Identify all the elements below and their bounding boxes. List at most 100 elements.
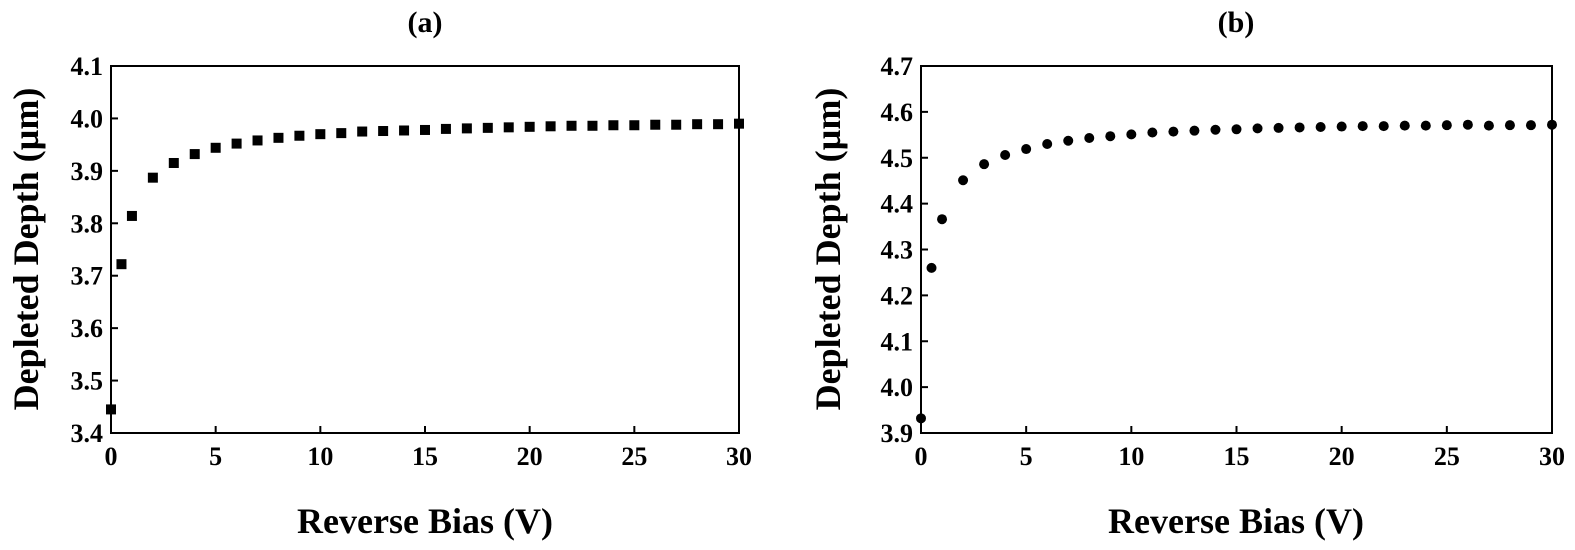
data-point [650,119,661,130]
x-tick-label: 30 [1539,442,1565,471]
data-point [147,172,158,183]
data-point [734,118,744,129]
x-tick-label: 20 [1329,442,1355,471]
x-tick-label: 15 [1224,442,1250,471]
data-point [926,262,937,273]
data-series [106,118,744,415]
data-point [378,126,389,137]
y-axis-label: Depleted Depth (µm) [808,88,848,411]
data-point [1294,122,1305,133]
plot-frame [920,65,1553,434]
data-point [692,119,703,130]
y-axis-label: Depleted Depth (µm) [6,88,46,411]
y-tick-label: 3.5 [71,367,104,396]
data-point [524,121,535,132]
data-point [958,175,969,186]
chart-panel-b: (b) 0 5 10 15 20 25 30 3.9 4.0 4.1 4.2 4.3 4.4 4.5 4.… [808,6,1565,541]
data-point [916,413,926,424]
x-tick-label: 25 [1434,442,1460,471]
y-tick-label: 4.1 [71,52,104,81]
data-point [1126,129,1137,140]
data-point [1231,124,1242,135]
y-axis-ticks: 3.9 4.0 4.1 4.2 4.3 4.4 4.5 4.6 4.7 [881,52,928,448]
data-point [1336,121,1347,132]
data-point [315,129,326,140]
data-point [1525,120,1536,131]
x-axis-label: Reverse Bias (V) [1108,501,1364,541]
data-point [440,123,451,134]
x-tick-label: 5 [1020,442,1033,471]
data-point [1063,135,1074,146]
data-point [545,121,556,132]
data-point [1547,119,1557,130]
data-point [1168,126,1179,137]
data-point [252,135,263,146]
data-point [168,157,179,168]
y-tick-label: 4.7 [881,52,914,81]
data-point [294,130,305,141]
data-point [273,132,284,143]
y-tick-label: 4.1 [881,327,914,356]
data-point [587,120,598,131]
data-point [1315,122,1326,133]
data-point [106,404,116,415]
data-point [629,120,640,131]
data-point [713,119,724,130]
data-point [399,125,410,136]
data-point [482,122,493,133]
x-tick-label: 5 [209,442,222,471]
x-tick-label: 0 [915,442,928,471]
y-tick-label: 3.9 [881,419,914,448]
data-series [916,119,1557,424]
data-point [1189,125,1200,136]
data-point [461,123,472,134]
x-tick-label: 20 [517,442,543,471]
data-point [116,259,127,270]
y-tick-label: 3.7 [71,262,104,291]
y-tick-label: 3.6 [71,314,104,343]
x-tick-label: 10 [1118,442,1144,471]
data-point [420,124,430,135]
y-axis-ticks: 3.4 3.5 3.6 3.7 3.8 3.9 4.0 4.1 [71,52,118,448]
data-point [979,159,990,170]
data-point [1504,120,1515,131]
data-point [1483,120,1494,131]
y-tick-label: 4.4 [881,190,914,219]
y-tick-label: 3.8 [71,209,104,238]
data-point [1420,120,1431,131]
data-point [336,128,347,139]
data-point [1000,149,1011,160]
chart-panel-a: (a) 0 5 10 15 20 25 30 3.4 3.5 3.6 3.7 3.8 3.9 4.0 4.… [6,6,752,541]
y-tick-label: 4.2 [881,281,914,310]
x-tick-label: 25 [621,442,647,471]
data-point [1147,127,1158,138]
data-point [357,126,368,137]
y-tick-label: 4.5 [881,144,914,173]
x-axis-ticks: 0 5 10 15 20 25 30 [105,426,752,471]
data-point [937,214,948,225]
chart-title: (b) [1218,6,1255,39]
data-point [126,210,137,221]
data-point [608,120,619,131]
x-axis-ticks: 0 5 10 15 20 25 30 [915,426,1565,471]
data-point [1357,121,1368,132]
data-point [1399,120,1410,131]
x-tick-label: 15 [412,442,438,471]
plot-frame [110,65,740,434]
y-tick-label: 4.6 [881,98,914,127]
data-point [1021,144,1032,155]
y-tick-label: 3.9 [71,157,104,186]
data-point [1210,124,1221,135]
y-tick-label: 4.0 [71,104,104,133]
data-point [503,122,514,133]
data-point [231,138,242,149]
data-point [671,119,682,130]
data-point [566,120,577,131]
chart-title: (a) [408,6,443,39]
data-point [1042,138,1053,149]
x-tick-label: 0 [105,442,118,471]
x-axis-label: Reverse Bias (V) [297,501,553,541]
data-point [210,142,221,153]
data-point [1084,133,1095,144]
